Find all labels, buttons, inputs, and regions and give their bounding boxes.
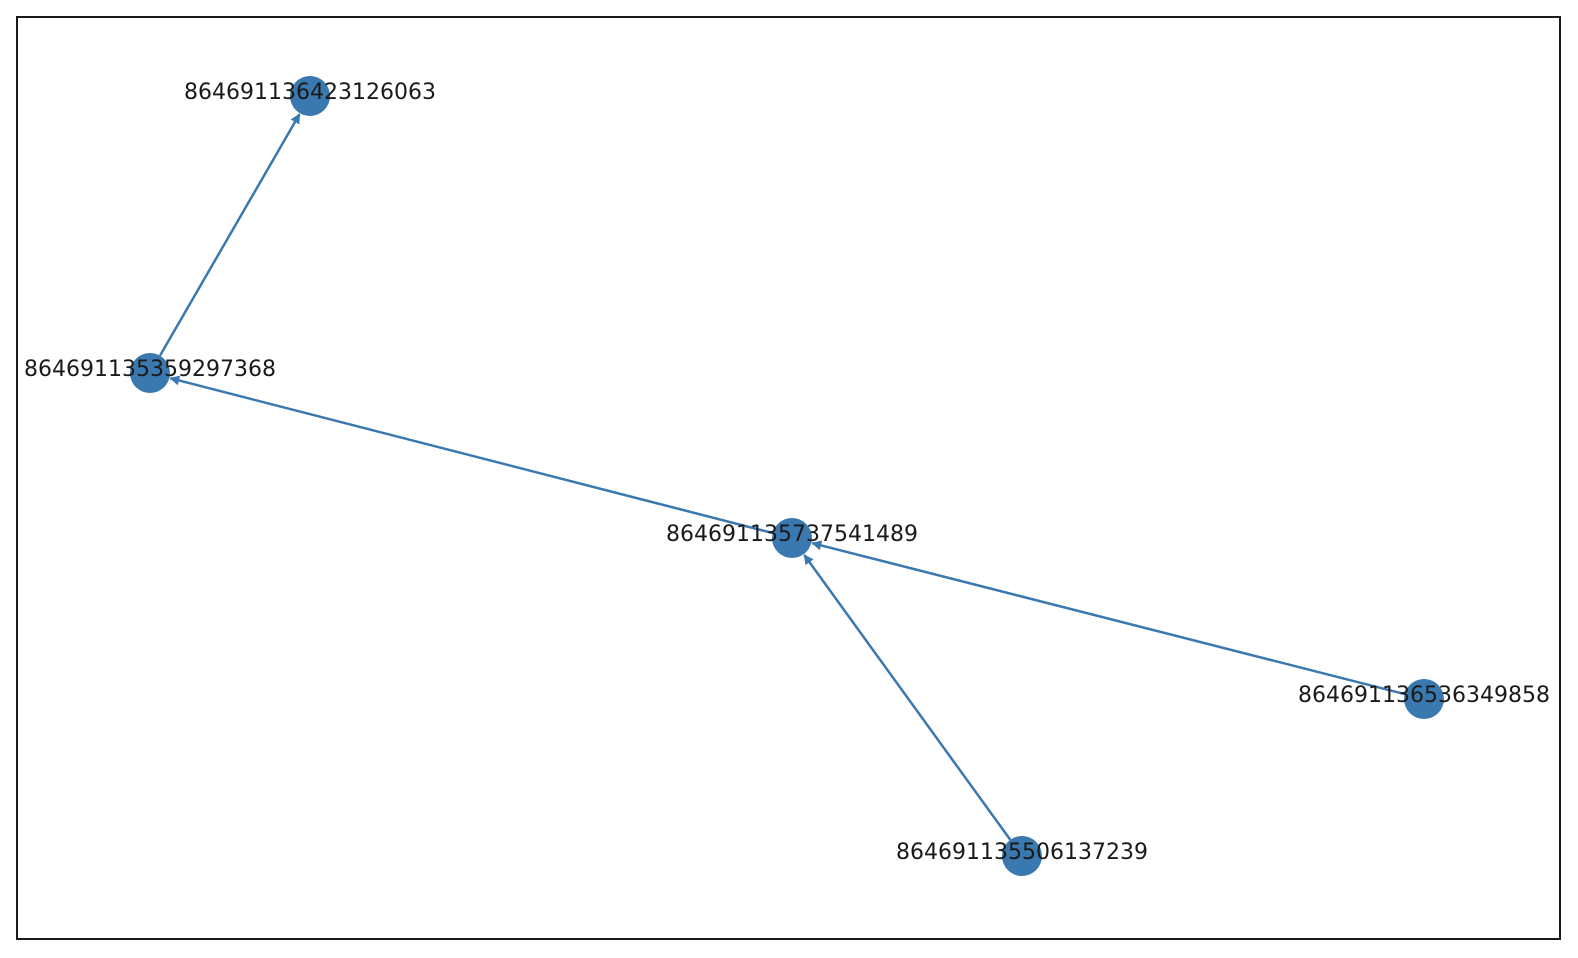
edge-n2-to-n1 xyxy=(158,113,301,357)
graph-node xyxy=(1002,836,1042,876)
node-label: 864691135359297368 xyxy=(24,357,276,382)
node-label: 864691135506137239 xyxy=(896,840,1148,865)
graph-node xyxy=(130,353,170,393)
graph-node xyxy=(290,76,330,116)
node-label: 864691136423126063 xyxy=(184,80,436,105)
edge-n4-to-n3 xyxy=(811,540,1405,696)
edge-layer xyxy=(158,113,1405,841)
node-label: 864691135737541489 xyxy=(666,522,918,547)
node-layer xyxy=(130,76,1444,876)
graph-node xyxy=(772,518,812,558)
label-layer: 864691136423126063 864691135359297368 8646… xyxy=(24,80,1550,865)
plot-frame xyxy=(16,16,1561,940)
node-label: 864691136536349858 xyxy=(1298,683,1550,708)
edge-n3-to-n2 xyxy=(169,375,773,535)
edge-n5-to-n3 xyxy=(803,554,1012,841)
graph-node xyxy=(1404,679,1444,719)
